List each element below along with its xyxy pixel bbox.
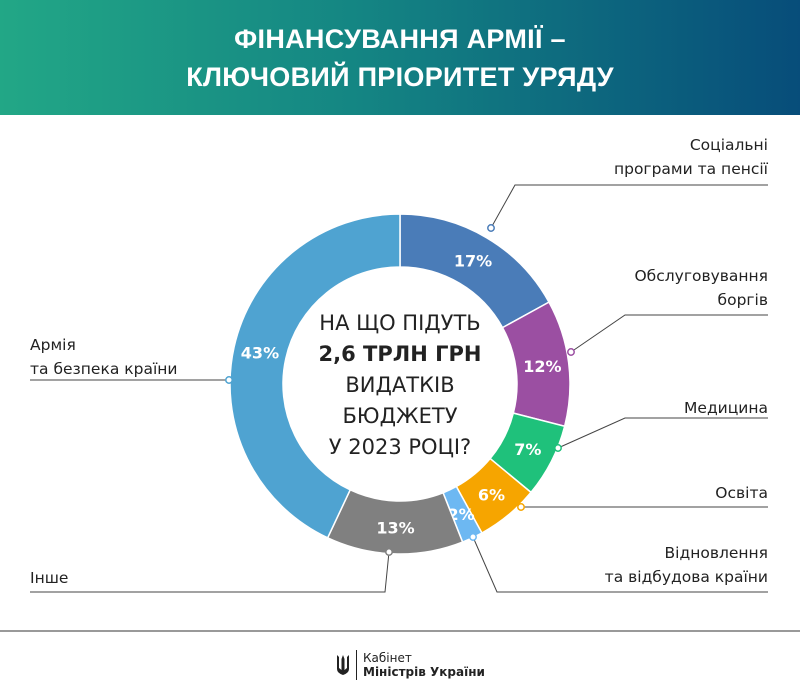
label-debt: Обслуговування боргів: [634, 267, 768, 309]
trident-icon: [337, 655, 349, 675]
leader-dot: [469, 533, 477, 541]
leader-dot: [385, 548, 393, 556]
leader-dot: [567, 348, 575, 356]
footer-divider: [0, 630, 800, 632]
slice-value-label: 13%: [376, 518, 414, 537]
leader-dot: [225, 376, 233, 384]
logo-separator: [356, 650, 357, 680]
leader-line: [30, 551, 390, 593]
slice-value-label: 43%: [241, 344, 279, 363]
leader-line: [570, 314, 768, 353]
donut-center-text: НА ЩО ПІДУТЬ 2,6 ТРЛН ГРН ВИДАТКІВ БЮДЖЕ…: [290, 308, 510, 463]
logo-text-2: Міністрів України: [363, 665, 485, 679]
slice-value-label: 7%: [514, 440, 541, 459]
donut-slice: [229, 213, 401, 539]
label-education: Освіта: [715, 484, 768, 502]
leader-dot: [487, 224, 495, 232]
slice-value-label: 2%: [448, 505, 475, 524]
center-line-4: БЮДЖЕТУ: [342, 404, 458, 428]
center-line-3: ВИДАТКІВ: [345, 373, 455, 397]
leader-dot: [554, 444, 562, 452]
slice-value-label: 17%: [454, 251, 492, 270]
label-medicine: Медицина: [684, 399, 768, 417]
center-line-1: НА ЩО ПІДУТЬ: [319, 311, 481, 335]
logo-text-1: Кабінет: [363, 651, 412, 665]
leader-line: [472, 536, 768, 593]
title-line-1: ФІНАНСУВАННЯ АРМІЇ –: [234, 23, 566, 54]
cabinet-logo: Кабінет Міністрів України: [336, 650, 485, 680]
slice-value-label: 12%: [523, 357, 561, 376]
label-recovery: Відновлення та відбудова країни: [604, 544, 768, 586]
label-other: Інше: [30, 569, 69, 587]
header-banner: ФІНАНСУВАННЯ АРМІЇ – КЛЮЧОВИЙ ПРІОРИТЕТ …: [0, 0, 800, 115]
label-army: Армія та безпека країни: [30, 336, 178, 378]
leader-line: [490, 184, 768, 229]
center-line-2: 2,6 ТРЛН ГРН: [318, 342, 482, 366]
center-line-5: У 2023 РОЦІ?: [328, 435, 472, 459]
leader-dot: [517, 503, 525, 511]
leader-line: [557, 417, 768, 449]
slice-value-label: 6%: [478, 486, 505, 505]
label-social: Соціальні програми та пенсії: [613, 136, 768, 178]
title-line-2: КЛЮЧОВИЙ ПРІОРИТЕТ УРЯДУ: [186, 61, 614, 92]
